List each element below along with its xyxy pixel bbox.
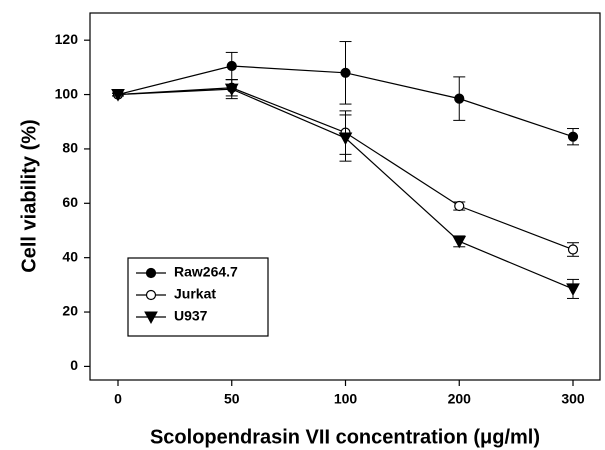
data-point [454, 200, 465, 212]
data-point [340, 67, 351, 78]
data-point [567, 244, 579, 255]
y-axis-title: Cell viability (%) [18, 119, 40, 272]
data-point [452, 235, 467, 249]
legend-label: Raw264.7 [174, 264, 238, 280]
legend-marker [145, 289, 157, 301]
data-point [566, 283, 580, 296]
x-tick-label: 200 [448, 391, 472, 407]
legend-marker [144, 311, 158, 325]
y-tick-label: 0 [70, 357, 78, 373]
x-tick-label: 50 [224, 391, 240, 407]
legend-label: U937 [174, 308, 208, 324]
x-axis-title: Scolopendrasin VII concentration (μg/ml) [150, 426, 540, 448]
data-point [226, 60, 237, 72]
y-tick-label: 80 [62, 140, 78, 156]
y-tick-label: 100 [55, 85, 79, 101]
legend-label: Jurkat [174, 286, 216, 302]
x-tick-label: 0 [114, 391, 122, 407]
y-tick-label: 120 [55, 31, 79, 47]
y-tick-label: 40 [62, 248, 78, 264]
legend-marker [145, 267, 157, 279]
data-point [111, 89, 125, 102]
x-tick-label: 300 [561, 391, 585, 407]
data-point [567, 131, 579, 142]
data-point [224, 83, 239, 97]
y-tick-label: 20 [62, 303, 78, 319]
x-tick-label: 100 [334, 391, 358, 407]
data-point [338, 132, 353, 146]
y-tick-label: 60 [62, 194, 78, 210]
data-point [454, 93, 465, 104]
